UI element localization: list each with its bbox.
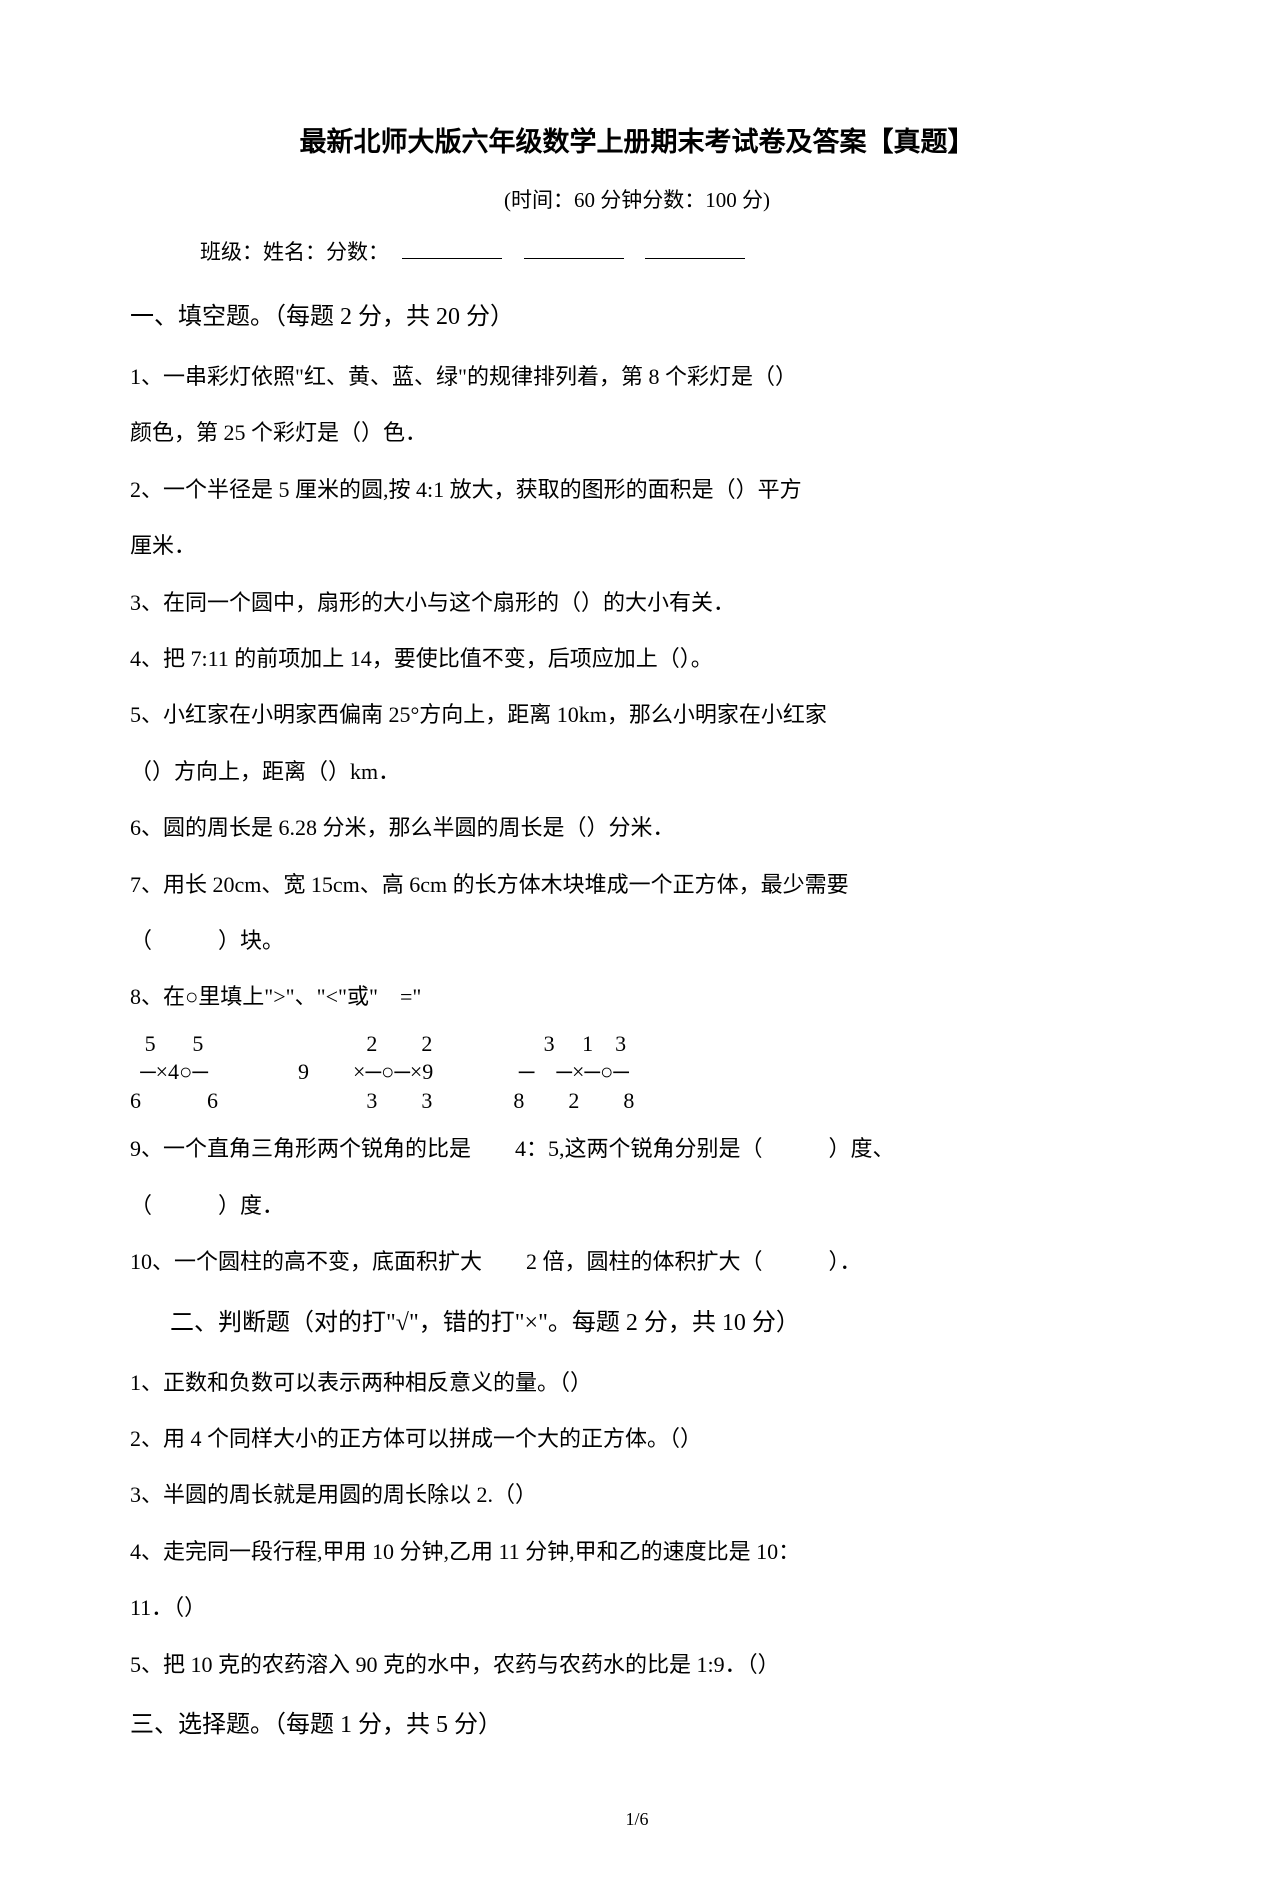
blank-line-score [645,258,745,259]
q8-expr1: 5 ×4○ 5 ─×4○─ 6 6 [130,1030,218,1116]
s2-q3: 3、半圆的周长就是用圆的周长除以 2.（） [130,1471,1144,1519]
blank-line-name [524,258,624,259]
s1-q10: 10、一个圆柱的高不变，底面积扩大 2 倍，圆柱的体积扩大（ ）． [130,1238,1144,1286]
q8-e3-top: 3 1 3 [522,1030,627,1059]
s2-q4b: 11．（） [130,1584,1144,1632]
q8-expr2: 9 × 2 2 9 × ─○─×9 9 × 3 3 [298,1030,433,1116]
q8-e1-mid: ─×4○─ [140,1058,208,1087]
s1-q3: 3、在同一个圆中，扇形的大小与这个扇形的（）的大小有关． [130,579,1144,627]
s1-q1b: 颜色，第 25 个彩灯是（）色． [130,409,1144,457]
q8-expr3: 3 1 3 ─ ─×─○─ 8 2 8 [513,1030,634,1116]
s1-q6: 6、圆的周长是 6.28 分米，那么半圆的周长是（）分米． [130,804,1144,852]
s1-q8-expressions: 5 ×4○ 5 ─×4○─ 6 6 9 × 2 2 9 × ─○─×9 9 × … [130,1030,1144,1116]
q8-e3-mid: ─ ─×─○─ [519,1058,629,1087]
q8-e2-left: 9 × [298,1058,365,1087]
section3-header: 三、选择题。（每题 1 分，共 5 分） [130,1704,1144,1739]
s1-q1: 1、一串彩灯依照"红、黄、蓝、绿"的规律排列着，第 8 个彩灯是（） [130,353,1144,401]
s1-q8: 8、在○里填上">"、"<"或" =" [130,973,1144,1021]
q8-e1-right: 5 [192,1030,203,1059]
s2-q2: 2、用 4 个同样大小的正方体可以拼成一个大的正方体。（） [130,1415,1144,1463]
s1-q7b: （ ）块。 [130,917,1144,965]
s1-q9: 9、一个直角三角形两个锐角的比是 4：5,这两个锐角分别是（ ）度、 [130,1125,1144,1173]
student-info-line: 班级：姓名：分数： [200,236,1144,266]
q8-e1-bot: 6 6 [130,1087,218,1116]
section2-header: 二、判断题（对的打"√"，错的打"×"。每题 2 分，共 10 分） [170,1302,1144,1337]
blank-line-class [402,258,502,259]
subtitle: (时间：60 分钟分数：100 分) [130,184,1144,214]
section1-header: 一、填空题。（每题 2 分，共 20 分） [130,296,1144,331]
s1-q2: 2、一个半径是 5 厘米的圆,按 4:1 放大，获取的图形的面积是（）平方 [130,466,1144,514]
s1-q9b: （ ）度． [130,1182,1144,1230]
q8-e1-top: 5 [145,1030,156,1059]
s1-q5: 5、小红家在小明家西偏南 25°方向上，距离 10km，那么小明家在小红家 [130,691,1144,739]
s1-q5b: （）方向上，距离（）km． [130,748,1144,796]
q8-e3-bot: 8 2 8 [513,1087,634,1116]
info-labels: 班级：姓名：分数： [200,236,389,266]
s1-q2b: 厘米． [130,522,1144,570]
page-number: 1/6 [130,1809,1144,1830]
q8-e2-mid: ─○─×9 [365,1058,433,1087]
s2-q4: 4、走完同一段行程,甲用 10 分钟,乙用 11 分钟,甲和乙的速度比是 10： [130,1528,1144,1576]
s2-q1: 1、正数和负数可以表示两种相反意义的量。（） [130,1359,1144,1407]
q8-e2-top: 2 2 [366,1030,432,1059]
q8-e2-bot: 3 3 [366,1087,432,1116]
s1-q4: 4、把 7:11 的前项加上 14，要使比值不变，后项应加上（）。 [130,635,1144,683]
document-title: 最新北师大版六年级数学上册期末考试卷及答案【真题】 [130,120,1144,159]
s2-q5: 5、把 10 克的农药溶入 90 克的水中，农药与农药水的比是 1:9．（） [130,1641,1144,1689]
s1-q7: 7、用长 20cm、宽 15cm、高 6cm 的长方体木块堆成一个正方体，最少需… [130,861,1144,909]
